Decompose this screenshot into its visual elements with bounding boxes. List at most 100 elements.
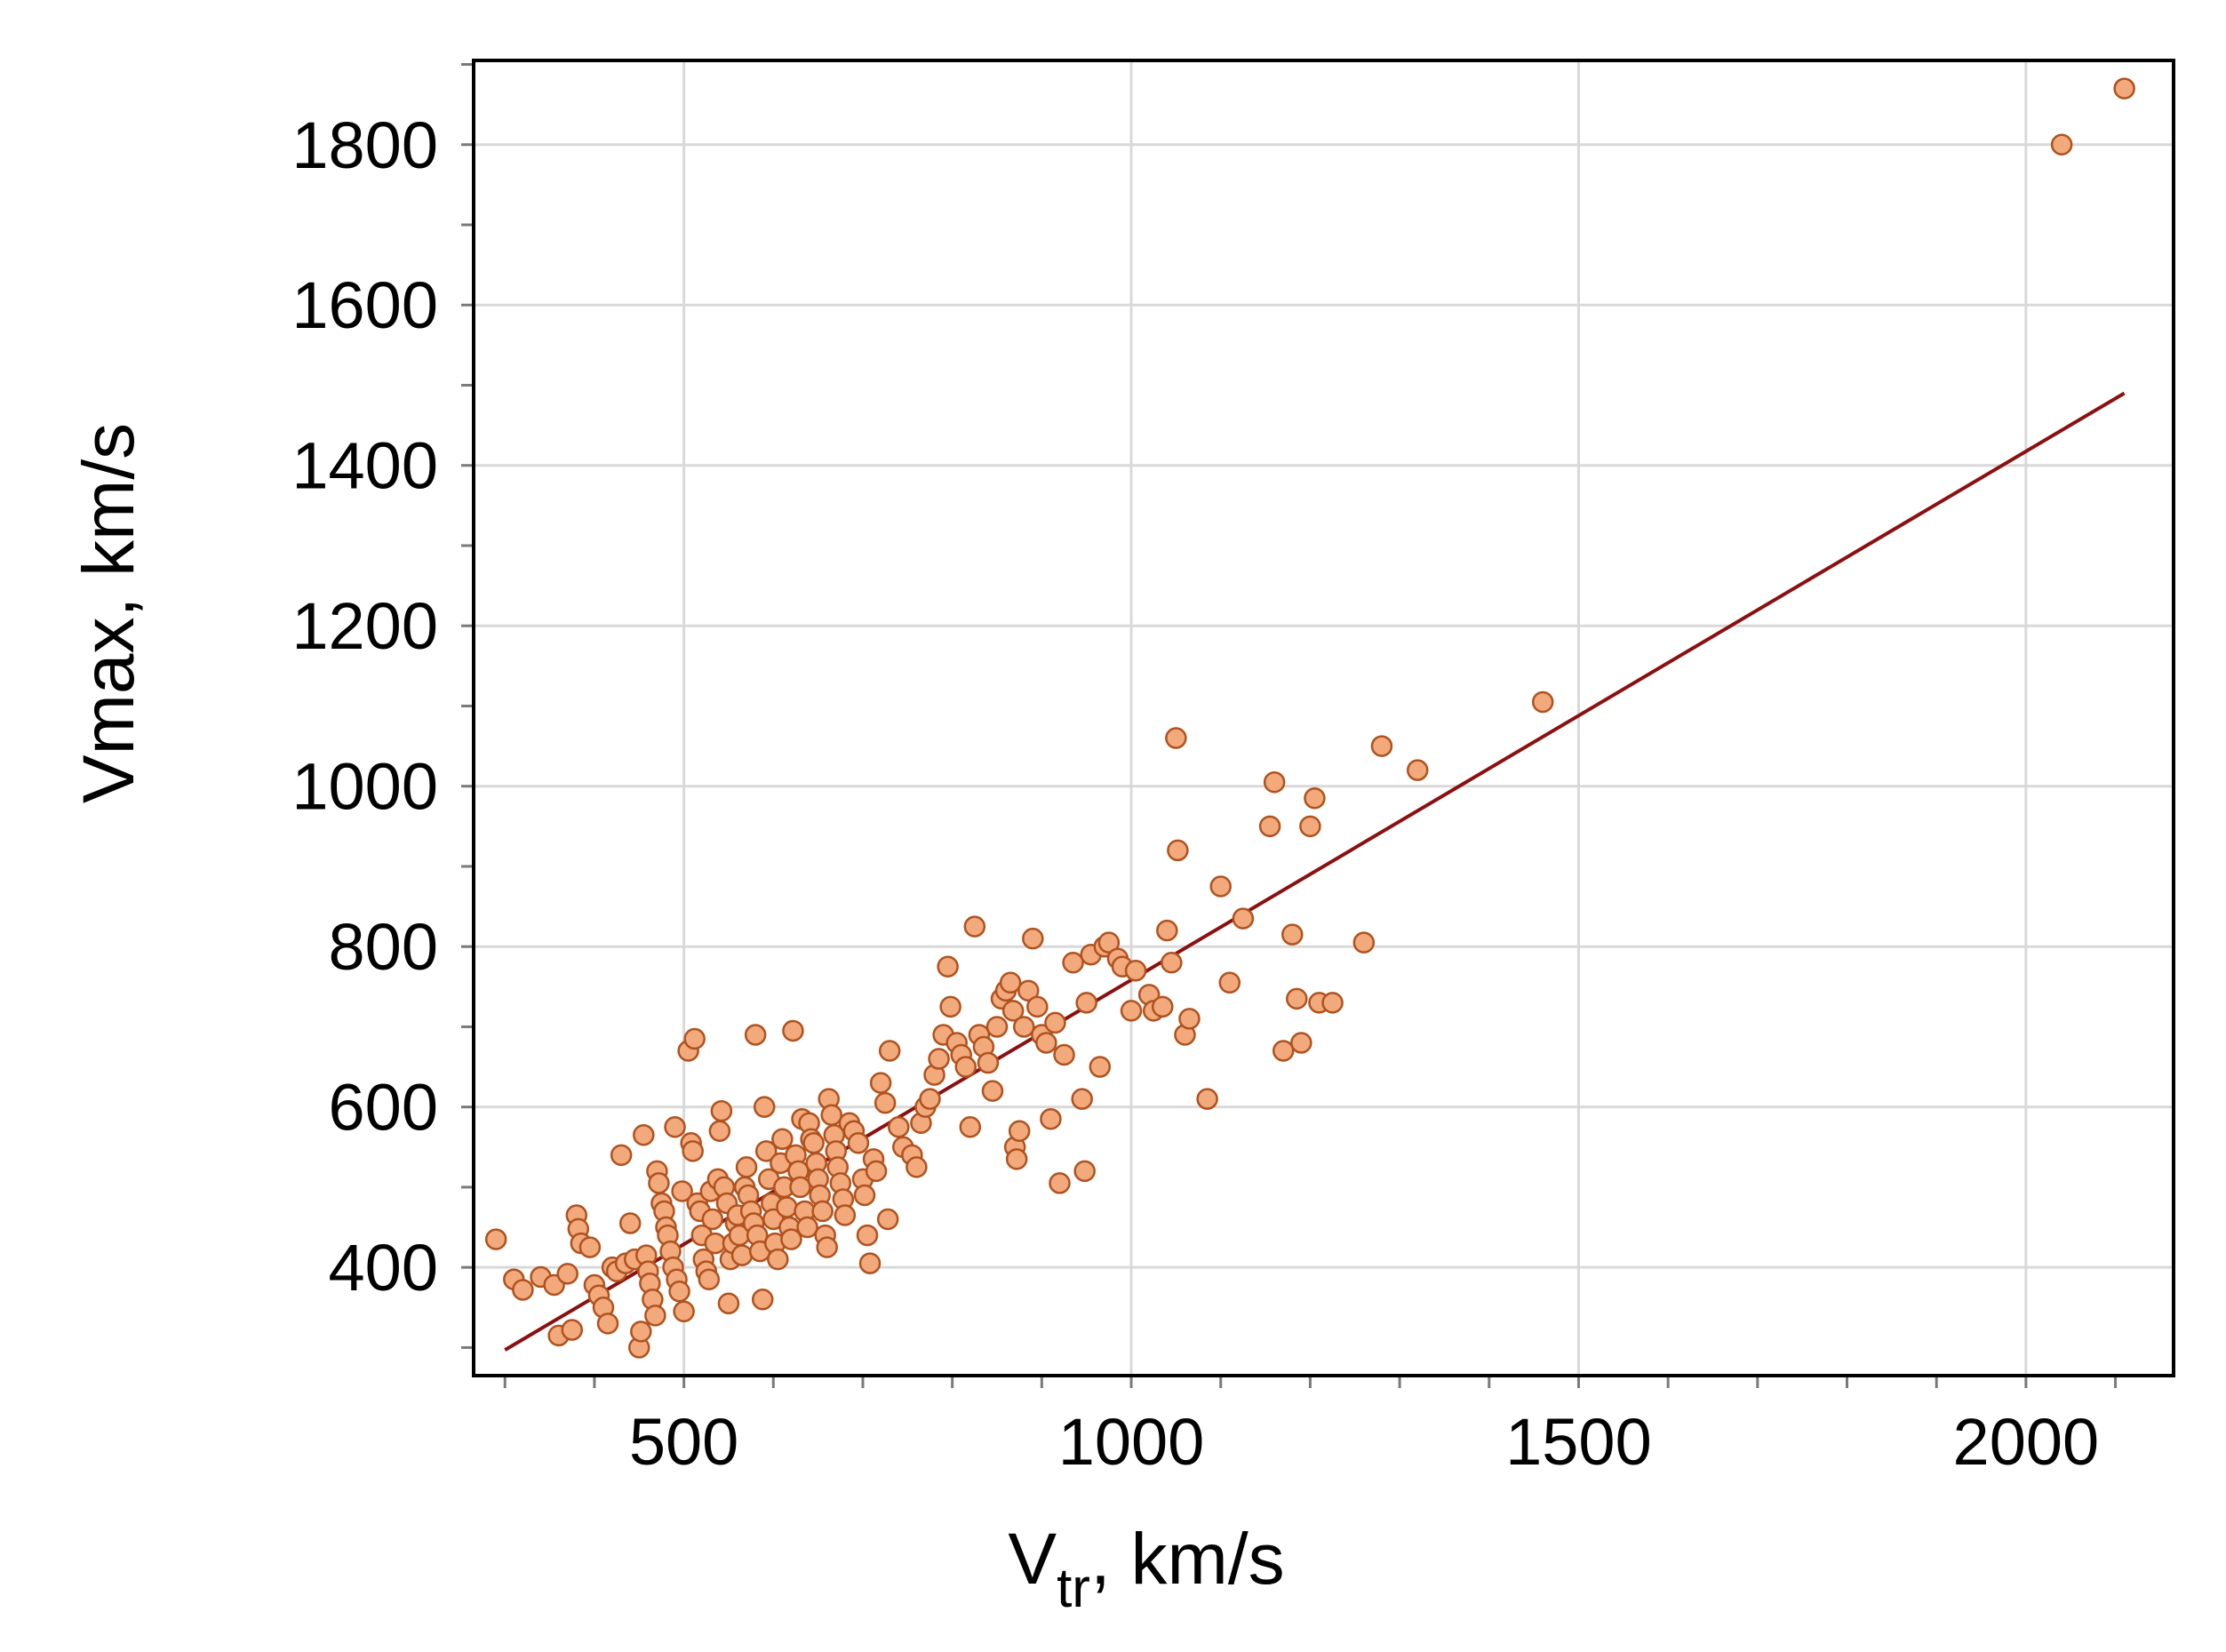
- data-point: [865, 1160, 888, 1183]
- data-point: [1167, 839, 1189, 862]
- data-point: [1005, 1148, 1028, 1170]
- data-point: [1258, 815, 1281, 838]
- data-point: [630, 1321, 652, 1343]
- data-point: [876, 1208, 899, 1231]
- data-point: [1152, 995, 1174, 1018]
- data-point: [1124, 960, 1147, 982]
- data-point: [1071, 1088, 1093, 1110]
- data-point: [708, 1120, 731, 1143]
- data-point: [796, 1216, 818, 1239]
- data-point: [959, 1115, 982, 1138]
- data-point: [610, 1144, 633, 1167]
- data-point: [751, 1289, 774, 1311]
- data-point: [1406, 759, 1429, 781]
- data-point: [701, 1208, 724, 1231]
- data-point: [1053, 1043, 1075, 1066]
- data-point: [753, 1096, 776, 1118]
- data-point: [985, 1016, 1009, 1038]
- y-tick-label: 800: [329, 910, 438, 984]
- minor-ticks: [461, 63, 2118, 1388]
- data-point: [1012, 1016, 1035, 1038]
- grid-lines: [474, 60, 2174, 1376]
- data-point: [776, 1196, 798, 1218]
- data-point: [928, 1048, 950, 1070]
- data-point: [704, 1232, 727, 1255]
- data-point: [1073, 1160, 1096, 1183]
- data-point: [937, 955, 959, 978]
- data-point: [1263, 770, 1286, 794]
- data-point: [939, 995, 961, 1018]
- data-point: [847, 1132, 870, 1154]
- data-point: [1178, 1008, 1201, 1030]
- x-axis-label-subscript: tr: [1057, 1558, 1090, 1619]
- data-point: [1281, 923, 1304, 946]
- data-point: [1097, 931, 1121, 954]
- data-point: [1352, 931, 1376, 954]
- data-point: [856, 1224, 879, 1247]
- data-point: [1232, 907, 1255, 930]
- data-point: [802, 1132, 825, 1154]
- data-point: [664, 1115, 686, 1138]
- data-point: [673, 1300, 695, 1323]
- data-point: [710, 1099, 733, 1122]
- data-point: [999, 971, 1022, 994]
- data-point: [780, 1228, 802, 1250]
- data-point: [906, 1156, 928, 1178]
- y-tick-label: 1600: [291, 268, 438, 342]
- data-point: [834, 1204, 857, 1226]
- data-point: [1008, 1120, 1031, 1143]
- data-point: [1022, 927, 1044, 950]
- data-point: [717, 1292, 740, 1315]
- data-point: [1062, 951, 1084, 974]
- data-point: [682, 1140, 704, 1162]
- data-point: [874, 1091, 897, 1114]
- data-point: [954, 1056, 977, 1078]
- data-point: [858, 1252, 882, 1274]
- plot-frame: [472, 59, 2175, 1377]
- data-point: [556, 1263, 578, 1285]
- data-point: [853, 1184, 876, 1207]
- data-point: [1218, 971, 1241, 994]
- data-point: [668, 1280, 690, 1303]
- x-tick-labels: 500 1000 1500 2000: [629, 1405, 2099, 1479]
- x-axis-label-units: , km/s: [1090, 1519, 1285, 1600]
- data-point: [561, 1319, 584, 1341]
- y-tick-labels: 400 600 800 1000 1200 1400 1600 1800: [291, 108, 438, 1305]
- data-point: [1035, 1032, 1057, 1054]
- data-points: [484, 77, 2135, 1359]
- data-point: [1370, 735, 1393, 757]
- y-tick-label: 1200: [291, 589, 438, 663]
- data-point: [878, 1040, 901, 1062]
- data-point: [578, 1236, 602, 1258]
- data-point: [633, 1124, 655, 1146]
- data-point: [644, 1305, 666, 1327]
- data-point: [789, 1176, 811, 1199]
- y-tick-label: 1400: [291, 429, 438, 503]
- data-point: [1156, 919, 1178, 942]
- data-point: [869, 1072, 892, 1094]
- data-point: [1196, 1088, 1218, 1110]
- data-point: [1165, 727, 1187, 749]
- x-tick-label: 500: [629, 1405, 738, 1479]
- data-point: [1040, 1107, 1062, 1130]
- data-point: [671, 1180, 693, 1202]
- data-point: [1017, 979, 1040, 1002]
- data-point: [2113, 77, 2135, 100]
- y-tick-label: 1800: [291, 108, 438, 182]
- data-point: [1272, 1040, 1295, 1062]
- x-tick-label: 1000: [1058, 1405, 1205, 1479]
- data-point: [1026, 995, 1049, 1018]
- y-tick-label: 400: [329, 1231, 438, 1305]
- data-point: [977, 1051, 1000, 1074]
- data-point: [596, 1313, 619, 1335]
- data-point: [820, 1104, 842, 1126]
- data-point: [1075, 992, 1097, 1014]
- data-point: [698, 1268, 721, 1290]
- data-point: [1120, 1000, 1143, 1022]
- data-point: [730, 1244, 754, 1266]
- data-point: [888, 1115, 910, 1138]
- data-point: [811, 1200, 834, 1223]
- y-axis-label: Vmax, km/s: [68, 423, 149, 803]
- data-point: [1089, 1056, 1112, 1078]
- data-point: [919, 1088, 941, 1110]
